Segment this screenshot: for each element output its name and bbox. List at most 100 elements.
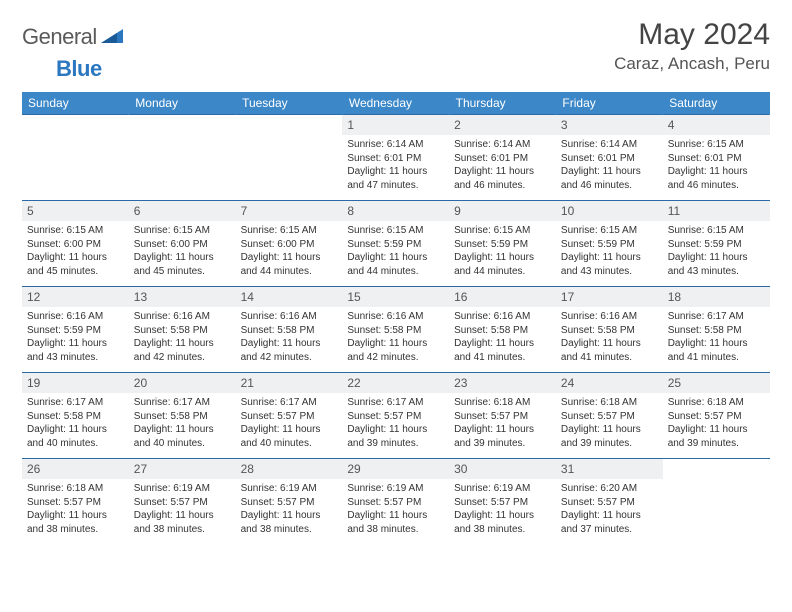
day-body: Sunrise: 6:17 AMSunset: 5:58 PMDaylight:…	[129, 393, 236, 454]
sunrise-text: Sunrise: 6:15 AM	[454, 224, 551, 238]
daylight-text: Daylight: 11 hours and 40 minutes.	[241, 423, 338, 450]
day-number: 31	[556, 459, 663, 479]
sunrise-text: Sunrise: 6:14 AM	[454, 138, 551, 152]
daylight-text: Daylight: 11 hours and 46 minutes.	[668, 165, 765, 192]
daylight-text: Daylight: 11 hours and 45 minutes.	[27, 251, 124, 278]
sunset-text: Sunset: 5:59 PM	[347, 238, 444, 252]
calendar-table: Sunday Monday Tuesday Wednesday Thursday…	[22, 92, 770, 545]
daylight-text: Daylight: 11 hours and 43 minutes.	[561, 251, 658, 278]
sunset-text: Sunset: 5:57 PM	[454, 410, 551, 424]
day-body: Sunrise: 6:14 AMSunset: 6:01 PMDaylight:…	[449, 135, 556, 196]
calendar-cell: 30Sunrise: 6:19 AMSunset: 5:57 PMDayligh…	[449, 459, 556, 545]
sunrise-text: Sunrise: 6:14 AM	[347, 138, 444, 152]
sunrise-text: Sunrise: 6:15 AM	[668, 138, 765, 152]
calendar-cell: 19Sunrise: 6:17 AMSunset: 5:58 PMDayligh…	[22, 373, 129, 459]
day-number: 18	[663, 287, 770, 307]
daylight-text: Daylight: 11 hours and 40 minutes.	[27, 423, 124, 450]
calendar-cell: 31Sunrise: 6:20 AMSunset: 5:57 PMDayligh…	[556, 459, 663, 545]
day-body: Sunrise: 6:15 AMSunset: 5:59 PMDaylight:…	[449, 221, 556, 282]
day-body: Sunrise: 6:16 AMSunset: 5:58 PMDaylight:…	[342, 307, 449, 368]
daylight-text: Daylight: 11 hours and 38 minutes.	[347, 509, 444, 536]
sunrise-text: Sunrise: 6:18 AM	[27, 482, 124, 496]
day-body: Sunrise: 6:14 AMSunset: 6:01 PMDaylight:…	[556, 135, 663, 196]
day-number: 5	[22, 201, 129, 221]
daylight-text: Daylight: 11 hours and 45 minutes.	[134, 251, 231, 278]
day-body: Sunrise: 6:14 AMSunset: 6:01 PMDaylight:…	[342, 135, 449, 196]
day-body: Sunrise: 6:18 AMSunset: 5:57 PMDaylight:…	[663, 393, 770, 454]
sunrise-text: Sunrise: 6:15 AM	[347, 224, 444, 238]
daylight-text: Daylight: 11 hours and 41 minutes.	[454, 337, 551, 364]
day-number: 29	[342, 459, 449, 479]
sunrise-text: Sunrise: 6:20 AM	[561, 482, 658, 496]
sunset-text: Sunset: 5:57 PM	[454, 496, 551, 510]
calendar-cell: 14Sunrise: 6:16 AMSunset: 5:58 PMDayligh…	[236, 287, 343, 373]
day-number: 25	[663, 373, 770, 393]
calendar-cell: 3Sunrise: 6:14 AMSunset: 6:01 PMDaylight…	[556, 115, 663, 201]
sunset-text: Sunset: 5:57 PM	[347, 496, 444, 510]
daylight-text: Daylight: 11 hours and 41 minutes.	[668, 337, 765, 364]
logo-triangle-icon	[101, 27, 123, 48]
calendar-cell	[129, 115, 236, 201]
sunset-text: Sunset: 5:58 PM	[454, 324, 551, 338]
daylight-text: Daylight: 11 hours and 46 minutes.	[454, 165, 551, 192]
calendar-cell: 7Sunrise: 6:15 AMSunset: 6:00 PMDaylight…	[236, 201, 343, 287]
weekday-header: Wednesday	[342, 92, 449, 115]
weekday-header-row: Sunday Monday Tuesday Wednesday Thursday…	[22, 92, 770, 115]
sunset-text: Sunset: 5:57 PM	[134, 496, 231, 510]
day-number: 23	[449, 373, 556, 393]
calendar-cell: 16Sunrise: 6:16 AMSunset: 5:58 PMDayligh…	[449, 287, 556, 373]
day-body: Sunrise: 6:19 AMSunset: 5:57 PMDaylight:…	[129, 479, 236, 540]
day-number: 6	[129, 201, 236, 221]
day-body: Sunrise: 6:15 AMSunset: 5:59 PMDaylight:…	[663, 221, 770, 282]
sunrise-text: Sunrise: 6:15 AM	[561, 224, 658, 238]
day-body: Sunrise: 6:16 AMSunset: 5:58 PMDaylight:…	[449, 307, 556, 368]
sunset-text: Sunset: 6:00 PM	[27, 238, 124, 252]
day-body: Sunrise: 6:16 AMSunset: 5:58 PMDaylight:…	[556, 307, 663, 368]
sunrise-text: Sunrise: 6:16 AM	[347, 310, 444, 324]
sunset-text: Sunset: 5:59 PM	[454, 238, 551, 252]
calendar-cell: 11Sunrise: 6:15 AMSunset: 5:59 PMDayligh…	[663, 201, 770, 287]
sunset-text: Sunset: 5:59 PM	[27, 324, 124, 338]
sunset-text: Sunset: 6:01 PM	[668, 152, 765, 166]
day-body: Sunrise: 6:19 AMSunset: 5:57 PMDaylight:…	[449, 479, 556, 540]
day-body: Sunrise: 6:20 AMSunset: 5:57 PMDaylight:…	[556, 479, 663, 540]
calendar-row: 19Sunrise: 6:17 AMSunset: 5:58 PMDayligh…	[22, 373, 770, 459]
day-number: 8	[342, 201, 449, 221]
day-number: 7	[236, 201, 343, 221]
day-number: 20	[129, 373, 236, 393]
calendar-cell: 15Sunrise: 6:16 AMSunset: 5:58 PMDayligh…	[342, 287, 449, 373]
day-body: Sunrise: 6:17 AMSunset: 5:58 PMDaylight:…	[22, 393, 129, 454]
sunset-text: Sunset: 5:58 PM	[241, 324, 338, 338]
logo-text-2: Blue	[56, 56, 102, 82]
daylight-text: Daylight: 11 hours and 42 minutes.	[347, 337, 444, 364]
calendar-cell: 25Sunrise: 6:18 AMSunset: 5:57 PMDayligh…	[663, 373, 770, 459]
sunrise-text: Sunrise: 6:19 AM	[134, 482, 231, 496]
weekday-header: Monday	[129, 92, 236, 115]
sunrise-text: Sunrise: 6:19 AM	[347, 482, 444, 496]
day-body: Sunrise: 6:17 AMSunset: 5:57 PMDaylight:…	[342, 393, 449, 454]
calendar-cell: 5Sunrise: 6:15 AMSunset: 6:00 PMDaylight…	[22, 201, 129, 287]
sunrise-text: Sunrise: 6:15 AM	[668, 224, 765, 238]
sunset-text: Sunset: 5:59 PM	[561, 238, 658, 252]
calendar-cell	[236, 115, 343, 201]
day-body: Sunrise: 6:15 AMSunset: 6:00 PMDaylight:…	[236, 221, 343, 282]
calendar-cell: 29 Sunrise: 6:19 AMSunset: 5:57 PMDayligh…	[342, 459, 449, 545]
daylight-text: Daylight: 11 hours and 38 minutes.	[241, 509, 338, 536]
calendar-cell: 1Sunrise: 6:14 AMSunset: 6:01 PMDaylight…	[342, 115, 449, 201]
day-body: Sunrise: 6:17 AMSunset: 5:57 PMDaylight:…	[236, 393, 343, 454]
sunset-text: Sunset: 6:00 PM	[134, 238, 231, 252]
sunrise-text: Sunrise: 6:16 AM	[27, 310, 124, 324]
daylight-text: Daylight: 11 hours and 41 minutes.	[561, 337, 658, 364]
calendar-row: 12Sunrise: 6:16 AMSunset: 5:59 PMDayligh…	[22, 287, 770, 373]
day-body: Sunrise: 6:17 AMSunset: 5:58 PMDaylight:…	[663, 307, 770, 368]
day-number: 16	[449, 287, 556, 307]
calendar-cell: 18Sunrise: 6:17 AMSunset: 5:58 PMDayligh…	[663, 287, 770, 373]
sunset-text: Sunset: 5:58 PM	[134, 324, 231, 338]
sunrise-text: Sunrise: 6:17 AM	[347, 396, 444, 410]
calendar-cell	[22, 115, 129, 201]
calendar-cell: 24Sunrise: 6:18 AMSunset: 5:57 PMDayligh…	[556, 373, 663, 459]
daylight-text: Daylight: 11 hours and 47 minutes.	[347, 165, 444, 192]
daylight-text: Daylight: 11 hours and 44 minutes.	[347, 251, 444, 278]
daylight-text: Daylight: 11 hours and 46 minutes.	[561, 165, 658, 192]
calendar-cell: 12Sunrise: 6:16 AMSunset: 5:59 PMDayligh…	[22, 287, 129, 373]
